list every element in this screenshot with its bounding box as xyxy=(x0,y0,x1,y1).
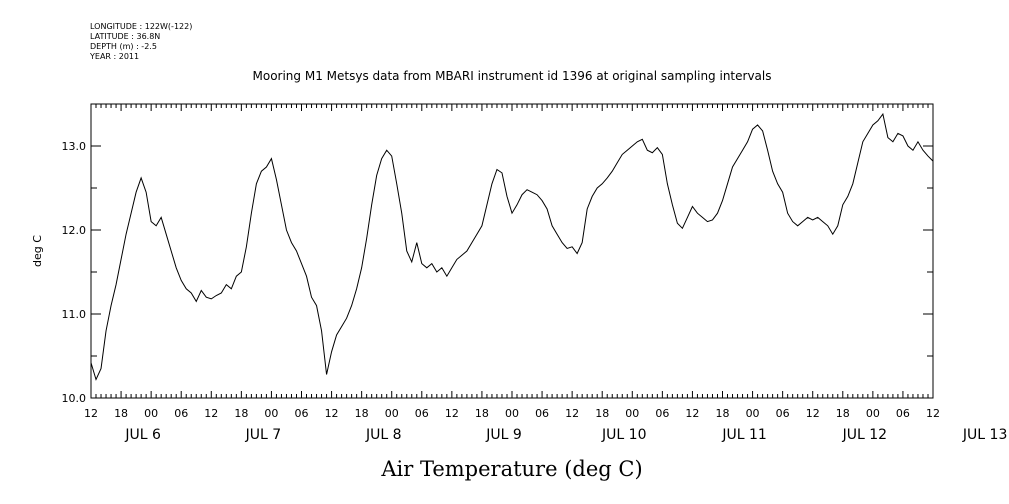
x-tick-label: 18 xyxy=(355,407,369,420)
x-tick-label: 00 xyxy=(385,407,399,420)
x-tick-label: 18 xyxy=(716,407,730,420)
x-tick-label: 06 xyxy=(535,407,549,420)
x-tick-label: 12 xyxy=(685,407,699,420)
x-tick-label: 12 xyxy=(806,407,820,420)
x-tick-label: 00 xyxy=(264,407,278,420)
meta-latitude: LATITUDE : 36.8N xyxy=(90,32,160,41)
meta-longitude: LONGITUDE : 122W(-122) xyxy=(90,22,192,31)
y-tick-label: 13.0 xyxy=(62,140,87,153)
x-date-label: JUL 11 xyxy=(721,427,766,443)
y-tick-label: 12.0 xyxy=(62,224,87,237)
x-tick-label: 12 xyxy=(204,407,218,420)
meta-depth: DEPTH (m) : -2.5 xyxy=(90,42,157,51)
x-tick-label: 06 xyxy=(174,407,188,420)
x-tick-label: 12 xyxy=(926,407,940,420)
x-tick-label: 06 xyxy=(655,407,669,420)
x-tick-label: 06 xyxy=(415,407,429,420)
metadata-block: LONGITUDE : 122W(-122) LATITUDE : 36.8N … xyxy=(89,22,192,61)
x-tick-label: 00 xyxy=(625,407,639,420)
x-axis-label: Air Temperature (deg C) xyxy=(380,457,642,481)
axis-tick-labels: 12 18 00 06 12 18 00 06 12 18 00 06 12 18 00 06 12 18 00 06… xyxy=(62,140,1008,443)
axis-ticks xyxy=(90,103,934,399)
x-date-label: JUL 9 xyxy=(485,427,522,443)
x-tick-label: 18 xyxy=(234,407,248,420)
x-tick-label: 18 xyxy=(114,407,128,420)
x-date-label: JUL 10 xyxy=(601,427,646,443)
x-tick-label: 00 xyxy=(144,407,158,420)
x-tick-label: 00 xyxy=(866,407,880,420)
x-date-label: JUL 8 xyxy=(365,427,402,443)
x-date-label: JUL 13 xyxy=(962,427,1007,443)
x-tick-label: 00 xyxy=(505,407,519,420)
x-tick-label: 18 xyxy=(836,407,850,420)
x-tick-label: 18 xyxy=(475,407,489,420)
series-line xyxy=(90,112,934,381)
y-tick-label: 11.0 xyxy=(62,308,87,321)
y-axis-label: deg C xyxy=(31,235,44,267)
y-tick-label: 10.0 xyxy=(62,392,87,405)
x-tick-label: 18 xyxy=(595,407,609,420)
x-tick-label: 06 xyxy=(295,407,309,420)
x-tick-label: 12 xyxy=(445,407,459,420)
meta-year: YEAR : 2011 xyxy=(89,52,139,61)
x-tick-label: 12 xyxy=(565,407,579,420)
x-tick-label: 06 xyxy=(896,407,910,420)
x-tick-label: 12 xyxy=(84,407,98,420)
chart-title: Mooring M1 Metsys data from MBARI instru… xyxy=(253,69,772,83)
x-tick-label: 12 xyxy=(325,407,339,420)
plot-frame xyxy=(90,103,934,399)
x-date-label: JUL 12 xyxy=(842,427,887,443)
x-date-label: JUL 6 xyxy=(124,427,161,443)
x-tick-label: 00 xyxy=(746,407,760,420)
x-tick-label: 06 xyxy=(776,407,790,420)
x-date-label: JUL 7 xyxy=(245,427,282,443)
